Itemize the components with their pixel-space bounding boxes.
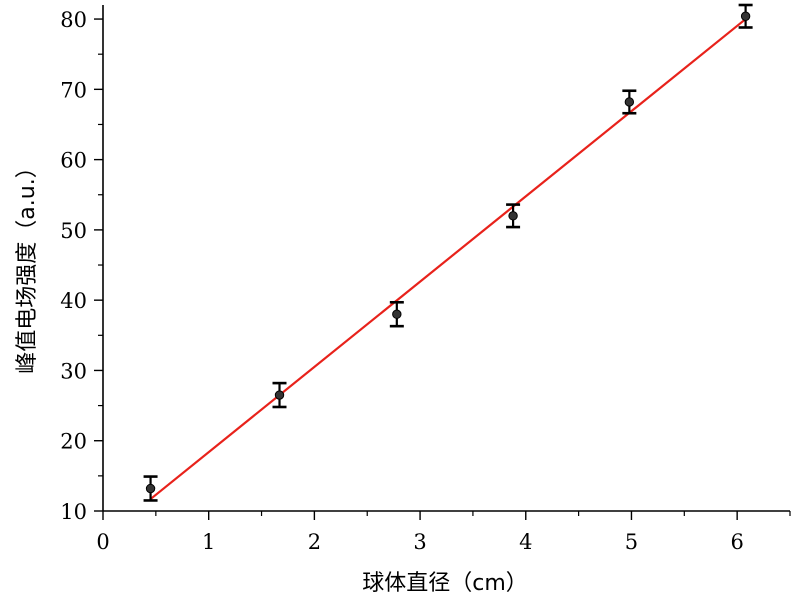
y-tick-label: 70 (60, 78, 87, 102)
y-tick-label: 80 (60, 8, 87, 32)
data-point (143, 475, 158, 502)
x-tick-label: 0 (96, 530, 109, 554)
x-tick-label: 1 (202, 530, 215, 554)
point-marker (274, 390, 285, 400)
data-point (506, 203, 521, 229)
x-tick-label: 4 (519, 530, 532, 554)
data-points-layer (143, 3, 753, 502)
x-tick-label: 3 (413, 530, 426, 554)
fit-line-layer (149, 18, 747, 500)
point-marker (392, 309, 402, 319)
x-tick-label: 5 (625, 530, 638, 554)
point-marker (145, 483, 156, 494)
y-tick-label: 20 (60, 430, 87, 454)
y-tick-label: 50 (60, 219, 87, 243)
x-axis-label: 球体直径（cm） (362, 571, 528, 596)
y-tick-label: 60 (60, 149, 87, 173)
y-tick-label: 40 (60, 289, 87, 313)
x-tick-label: 6 (730, 530, 743, 554)
point-marker (624, 97, 635, 107)
y-axis-label: 峰值电场强度（a.u.） (15, 156, 40, 373)
data-point (738, 3, 753, 29)
axis-ticks: 0 1 2 3 4 5 6 10 20 30 40 50 60 70 80 (60, 8, 791, 554)
point-marker (508, 211, 518, 221)
fit-line (149, 18, 747, 500)
plot-axes (102, 5, 790, 512)
point-marker (740, 11, 751, 21)
data-point (272, 381, 287, 409)
y-tick-label: 30 (60, 359, 87, 383)
x-tick-label: 2 (308, 530, 321, 554)
y-tick-label: 10 (60, 500, 87, 524)
data-point (622, 89, 637, 115)
data-point (389, 300, 404, 328)
